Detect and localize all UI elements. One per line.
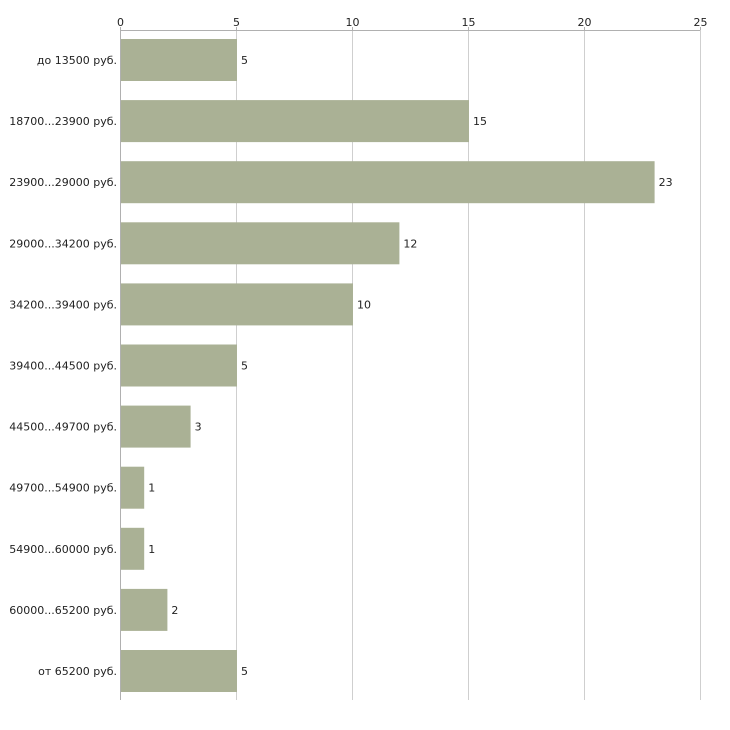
value-label: 2: [171, 604, 178, 617]
category-label: 44500...49700 руб.: [9, 421, 117, 434]
category-labels: до 13500 руб. 18700...23900 руб. 23900...2…: [9, 54, 117, 678]
category-label: 29000...34200 руб.: [9, 237, 117, 250]
x-axis-ticks: 0 5 10 15 20 25: [117, 16, 708, 31]
x-tick-label: 25: [694, 16, 708, 29]
bar: [121, 588, 168, 631]
value-label: 1: [148, 543, 155, 556]
bar: [121, 405, 191, 448]
value-label: 23: [659, 176, 673, 189]
category-label: до 13500 руб.: [37, 54, 117, 67]
bars: [121, 39, 655, 692]
x-tick-label: 20: [578, 16, 592, 29]
category-label: от 65200 руб.: [38, 665, 117, 678]
bar: [121, 466, 145, 509]
value-label: 5: [241, 54, 248, 67]
x-tick-label: 15: [462, 16, 476, 29]
category-label: 34200...39400 руб.: [9, 298, 117, 311]
x-tick-label: 0: [117, 16, 124, 29]
category-label: 18700...23900 руб.: [9, 115, 117, 128]
value-label: 1: [148, 482, 155, 495]
value-label: 3: [195, 421, 202, 434]
bar: [121, 161, 655, 204]
category-label: 60000...65200 руб.: [9, 604, 117, 617]
category-label: 54900...60000 руб.: [9, 543, 117, 556]
value-label: 10: [357, 298, 371, 311]
category-label: 39400...44500 руб.: [9, 360, 117, 373]
bar: [121, 100, 469, 143]
bar: [121, 39, 237, 81]
bar: [121, 283, 353, 326]
value-label: 5: [241, 360, 248, 373]
bar: [121, 650, 237, 692]
category-label: 49700...54900 руб.: [9, 482, 117, 495]
value-label: 5: [241, 665, 248, 678]
x-tick-label: 10: [346, 16, 360, 29]
bar: [121, 344, 237, 387]
bar: [121, 527, 145, 570]
bar: [121, 222, 400, 265]
value-label: 15: [473, 115, 487, 128]
x-tick-label: 5: [233, 16, 240, 29]
value-label: 12: [403, 237, 417, 250]
category-label: 23900...29000 руб.: [9, 176, 117, 189]
